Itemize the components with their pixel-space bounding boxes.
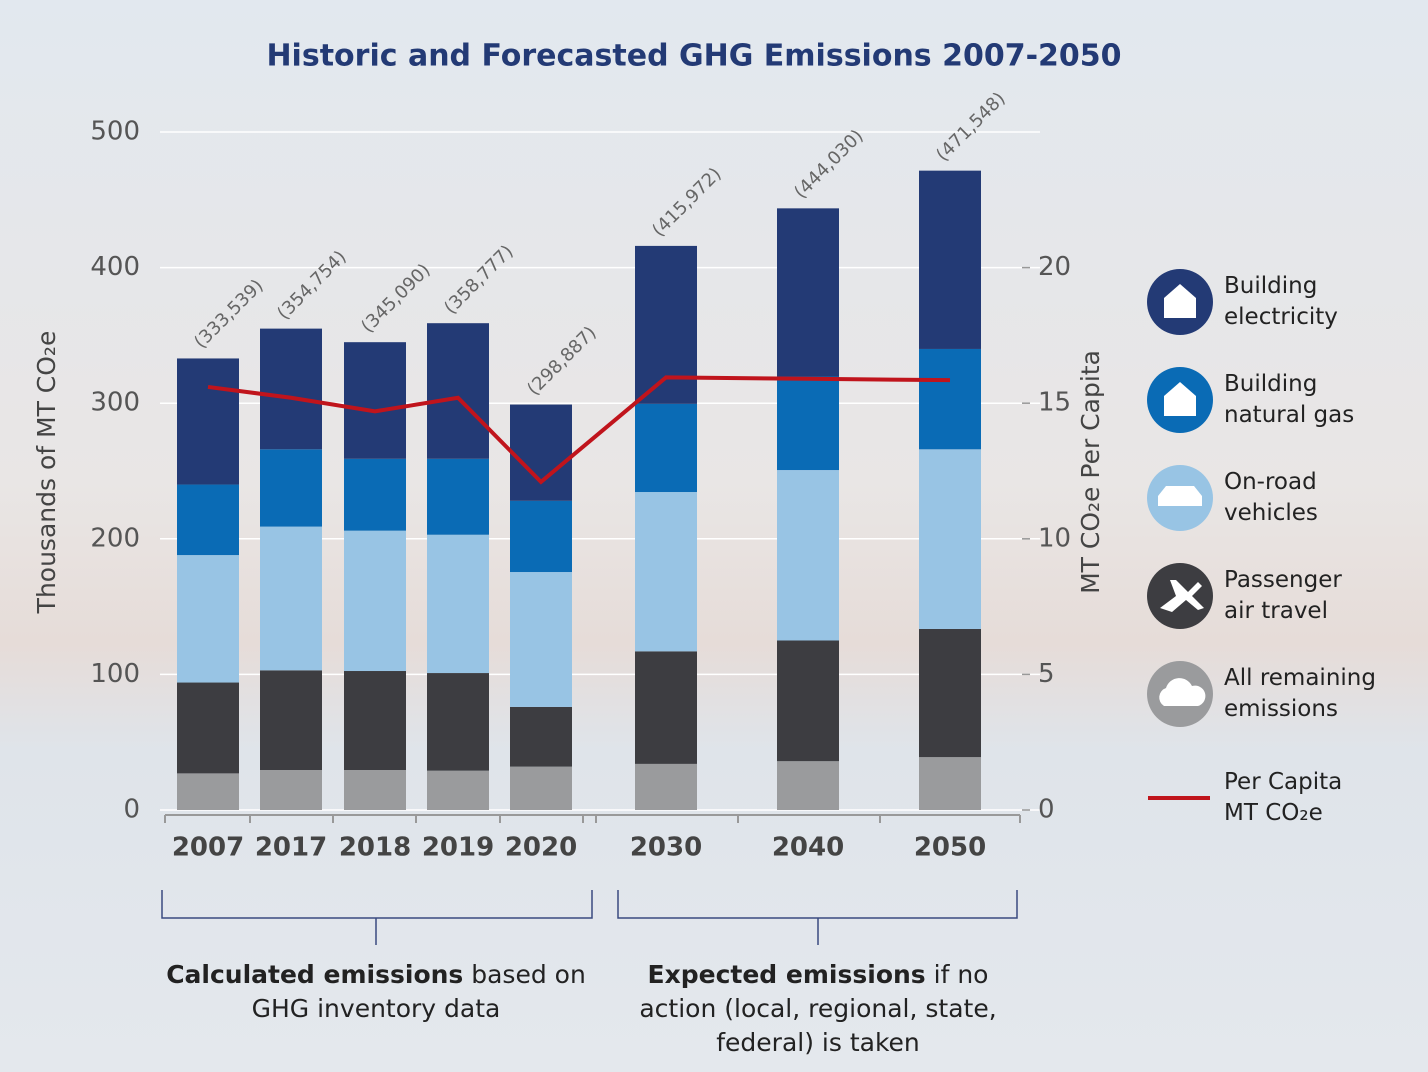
bar-segment xyxy=(260,328,322,450)
legend-label: Passenger air travel xyxy=(1224,567,1342,624)
bar-segment xyxy=(177,358,239,485)
y-axis-label: Thousands of MT CO₂e xyxy=(32,331,61,615)
bar-segment xyxy=(177,555,239,683)
legend-label: All remaining emissions xyxy=(1224,665,1376,722)
annotation-text: based on GHG inventory data xyxy=(251,960,586,1023)
x-tick-label: 2018 xyxy=(339,833,411,863)
chart-title: Historic and Forecasted GHG Emissions 20… xyxy=(266,39,1121,74)
legend-label-box: On-road vehicles xyxy=(1224,469,1318,526)
bar-segment xyxy=(510,766,572,810)
legend-label: Building natural gas xyxy=(1224,371,1355,428)
bar-segment xyxy=(635,651,697,764)
x-tick-label: 2050 xyxy=(914,833,986,863)
bar-segment xyxy=(427,673,489,771)
legend-glyph xyxy=(1159,678,1206,706)
y2-tick-label: 10 xyxy=(1038,523,1071,553)
legend-label-box: Passenger air travel xyxy=(1224,567,1342,624)
bar-segment xyxy=(260,670,322,770)
bar-segment xyxy=(510,572,572,707)
legend-item: On-road vehicles xyxy=(1147,465,1318,531)
annotation-bold: Calculated emissions xyxy=(166,960,464,989)
annotation-box: Expected emissions if no action (local, … xyxy=(618,958,1018,1060)
bar-segment xyxy=(919,449,981,629)
y-tick-label: 200 xyxy=(90,523,140,553)
bracket xyxy=(617,890,1018,945)
bar-segment xyxy=(919,170,981,349)
legend-label: Per Capita MT CO₂e xyxy=(1224,769,1343,826)
bar-segment xyxy=(635,403,697,493)
legend-glyph xyxy=(1164,382,1196,416)
bar-segment xyxy=(344,342,406,459)
bar-segment xyxy=(635,245,697,404)
bar-segment xyxy=(344,458,406,531)
x-tick-label: 2030 xyxy=(630,833,702,863)
bar-segment xyxy=(777,208,839,377)
legend-item: All remaining emissions xyxy=(1147,661,1376,727)
bar-segment xyxy=(344,671,406,770)
bar-segment xyxy=(427,534,489,674)
legend-label: Building electricity xyxy=(1224,273,1338,330)
legend-item: Building electricity xyxy=(1147,269,1338,335)
bar-segment xyxy=(260,449,322,527)
bar-segment xyxy=(510,404,572,501)
x-tick-label: 2019 xyxy=(422,833,494,863)
legend-item: Passenger air travel xyxy=(1147,563,1342,629)
legend-label-box: All remaining emissions xyxy=(1224,665,1376,722)
y-tick-label: 0 xyxy=(123,795,140,825)
legend-item: Building natural gas xyxy=(1147,367,1355,433)
bar-segment xyxy=(777,376,839,471)
bar-segment xyxy=(260,526,322,671)
bar-segment xyxy=(919,628,981,758)
y2-tick-label: 20 xyxy=(1038,252,1071,282)
legend-item: Per Capita MT CO₂e xyxy=(1148,769,1343,826)
bar-segment xyxy=(427,458,489,535)
bracket xyxy=(161,890,593,945)
x-tick-label: 2017 xyxy=(255,833,327,863)
bar-segment xyxy=(919,757,981,810)
bar-segment xyxy=(177,484,239,556)
legend-glyph xyxy=(1164,284,1196,318)
bar-segment xyxy=(260,769,322,810)
bar-segment xyxy=(177,773,239,810)
x-tick-label: 2007 xyxy=(172,833,244,863)
annotation: Expected emissions if no action (local, … xyxy=(618,958,1018,1060)
bar-segment xyxy=(510,500,572,573)
bar-segment xyxy=(635,763,697,810)
bar-segment xyxy=(777,470,839,641)
bar-segment xyxy=(177,682,239,774)
y-tick-label: 500 xyxy=(90,117,140,147)
bar-segment xyxy=(344,530,406,672)
legend-label-box: Per Capita MT CO₂e xyxy=(1224,769,1343,826)
legend-label-box: Building electricity xyxy=(1224,273,1338,330)
y-tick-label: 400 xyxy=(90,252,140,282)
annotation-box: Calculated emissions based on GHG invent… xyxy=(156,958,596,1026)
x-tick-label: 2040 xyxy=(772,833,844,863)
bar-segment xyxy=(635,492,697,652)
bar-segment xyxy=(510,706,572,767)
x-axis-ticks xyxy=(164,815,1021,823)
per-capita-line xyxy=(207,375,951,485)
bar-segment xyxy=(919,348,981,450)
legend-glyph xyxy=(1158,486,1202,506)
annotation-text: if no action (local, regional, state, fe… xyxy=(639,960,997,1057)
annotation: Calculated emissions based on GHG invent… xyxy=(156,958,596,1026)
bar-segment xyxy=(427,323,489,459)
bar-segment xyxy=(427,770,489,810)
y-tick-label: 300 xyxy=(90,388,140,418)
x-tick-label: 2020 xyxy=(505,833,577,863)
annotation-bold: Expected emissions xyxy=(647,960,926,989)
legend-label-box: Building natural gas xyxy=(1224,371,1355,428)
y-tick-label: 100 xyxy=(90,659,140,689)
bar-segment xyxy=(777,761,839,810)
bar-segment xyxy=(777,640,839,762)
y2-tick-label: 0 xyxy=(1038,795,1055,825)
legend-glyph xyxy=(1160,580,1204,612)
bar-segment xyxy=(344,769,406,810)
legend-label: On-road vehicles xyxy=(1224,469,1318,526)
y2-tick-label: 15 xyxy=(1038,388,1071,418)
y2-tick-label: 5 xyxy=(1038,659,1055,689)
y2-axis-label: MT CO₂e Per Capita xyxy=(1076,350,1105,594)
